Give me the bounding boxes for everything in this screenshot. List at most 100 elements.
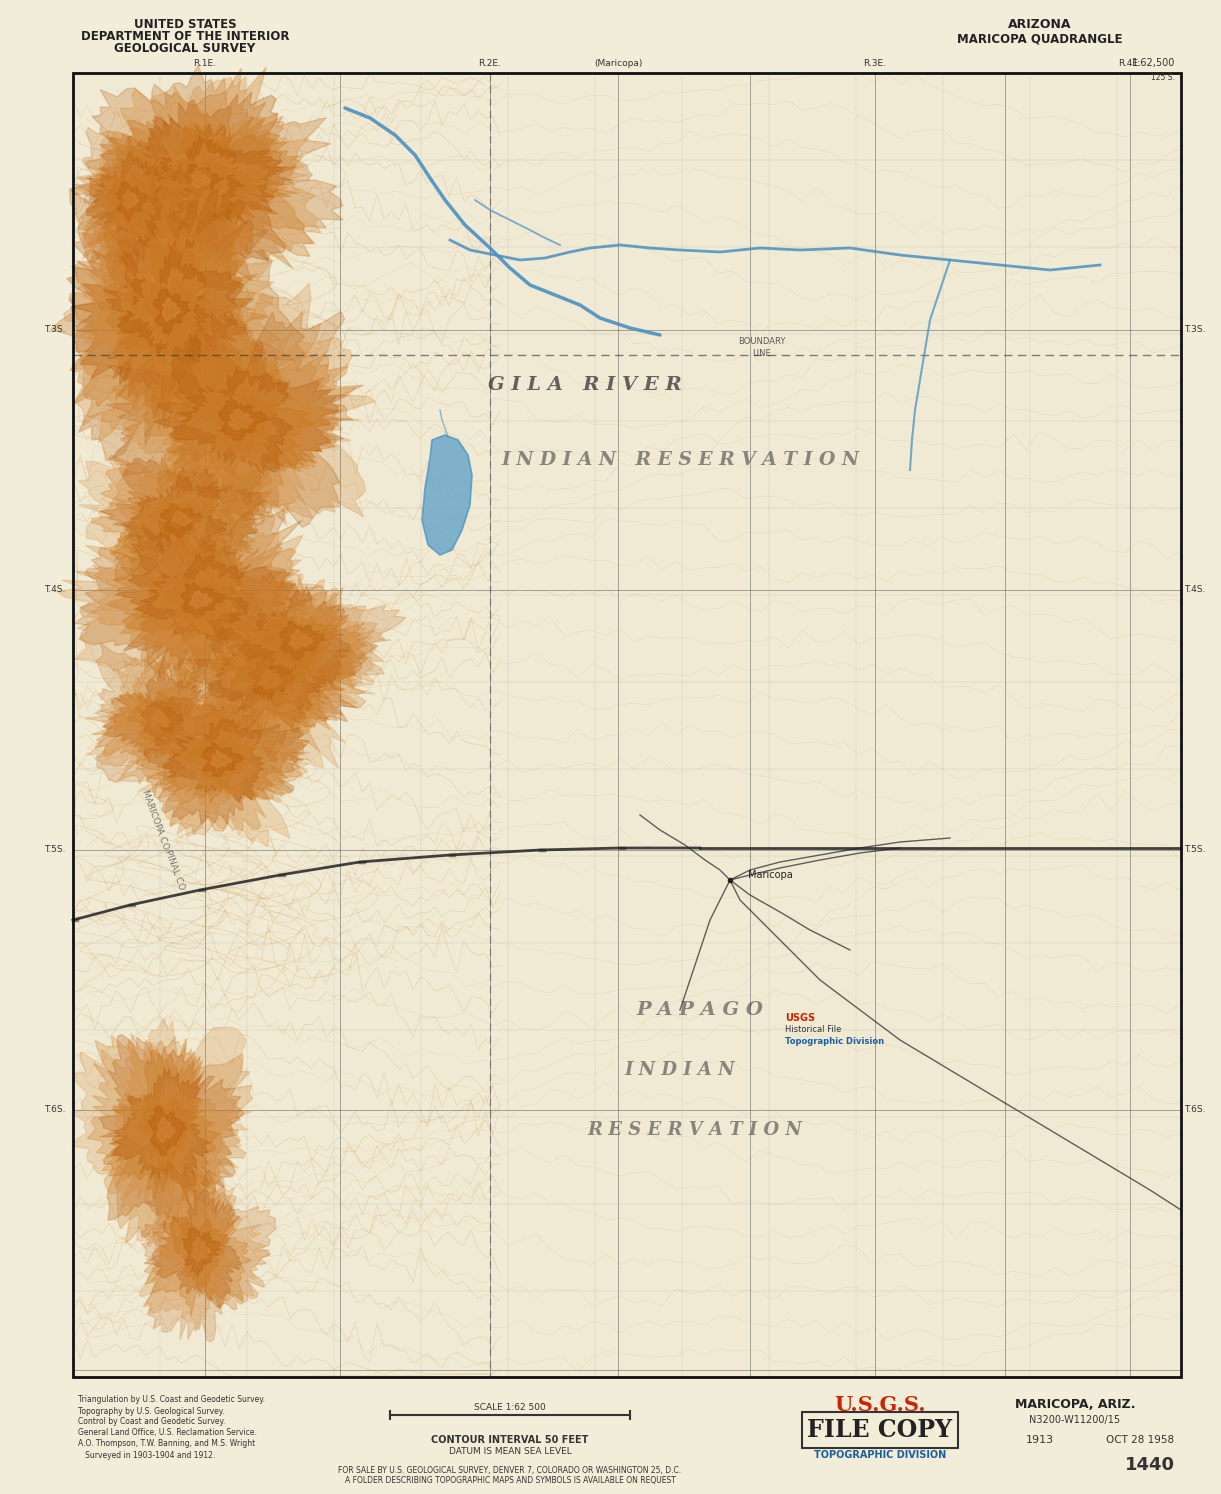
Polygon shape [87,152,162,247]
Polygon shape [244,605,346,681]
Polygon shape [422,435,473,554]
Text: R.1E.: R.1E. [193,58,216,67]
Text: FILE COPY: FILE COPY [807,1418,952,1442]
Polygon shape [107,536,300,678]
Text: Topography by U.S. Geological Survey.: Topography by U.S. Geological Survey. [78,1406,225,1415]
Polygon shape [161,341,332,489]
Polygon shape [92,447,272,592]
Polygon shape [133,117,284,244]
Polygon shape [96,164,159,241]
Polygon shape [153,566,247,641]
Polygon shape [190,170,211,188]
Polygon shape [258,669,282,690]
Polygon shape [201,390,280,454]
Bar [73,73,1181,1377]
Text: ARIZONA: ARIZONA [1009,18,1072,31]
Text: T.5S.: T.5S. [1184,846,1206,855]
Polygon shape [121,474,228,563]
Text: R.3E.: R.3E. [863,58,886,67]
Text: Maricopa: Maricopa [748,870,792,880]
Polygon shape [110,229,236,384]
Polygon shape [238,586,350,686]
Polygon shape [85,642,242,796]
Polygon shape [149,710,173,729]
Polygon shape [103,671,209,769]
Polygon shape [142,1161,276,1342]
Polygon shape [143,338,364,515]
Polygon shape [117,469,234,563]
Polygon shape [162,297,181,321]
Text: R E S E R V A T I O N: R E S E R V A T I O N [587,1120,802,1138]
Polygon shape [140,118,267,235]
Polygon shape [121,533,282,653]
Polygon shape [117,248,210,366]
Text: N3200-W11200/15: N3200-W11200/15 [1029,1415,1121,1425]
Polygon shape [87,656,242,781]
Text: USGS: USGS [785,1013,816,1023]
Polygon shape [208,630,324,728]
Polygon shape [175,729,258,798]
Text: Control by Coast and Geodetic Survey.: Control by Coast and Geodetic Survey. [78,1418,225,1427]
Polygon shape [265,616,338,672]
Polygon shape [188,737,255,787]
Polygon shape [81,133,192,255]
Polygon shape [156,142,236,215]
Polygon shape [166,350,315,475]
Polygon shape [159,1206,237,1300]
Polygon shape [221,571,386,701]
Polygon shape [115,524,295,671]
Polygon shape [67,190,254,429]
Text: GEOLOGICAL SURVEY: GEOLOGICAL SURVEY [115,42,255,55]
Polygon shape [154,288,190,335]
Polygon shape [215,572,405,711]
Polygon shape [182,1228,221,1276]
Polygon shape [201,741,244,777]
Polygon shape [98,220,248,409]
Polygon shape [100,91,297,264]
Polygon shape [73,76,321,278]
Polygon shape [68,167,267,432]
Text: FOR SALE BY U.S. GEOLOGICAL SURVEY, DENVER 7, COLORADO OR WASHINGTON 25, D.C.: FOR SALE BY U.S. GEOLOGICAL SURVEY, DENV… [338,1466,681,1475]
Polygon shape [139,1167,270,1331]
Polygon shape [104,1050,220,1203]
Polygon shape [148,1106,187,1156]
Text: 125 S.: 125 S. [1151,73,1175,82]
Text: T.6S.: T.6S. [44,1106,66,1115]
Polygon shape [127,696,193,751]
Polygon shape [128,267,203,357]
Polygon shape [153,338,348,506]
Polygon shape [74,509,311,699]
Text: TOPOGRAPHIC DIVISION: TOPOGRAPHIC DIVISION [814,1451,946,1460]
Polygon shape [162,719,264,802]
Polygon shape [171,509,193,529]
Polygon shape [101,1034,234,1216]
Polygon shape [165,575,236,630]
Polygon shape [234,656,309,711]
Polygon shape [171,160,230,208]
Polygon shape [248,659,294,701]
Polygon shape [160,503,204,539]
Polygon shape [144,696,309,825]
Polygon shape [122,190,138,209]
Text: A.O. Thompson, T.W. Banning, and M.S. Wright: A.O. Thompson, T.W. Banning, and M.S. Wr… [78,1440,255,1449]
Polygon shape [156,1116,176,1141]
Text: BOUNDARY: BOUNDARY [739,338,785,347]
Polygon shape [72,1017,253,1262]
Text: I N D I A N: I N D I A N [625,1061,735,1079]
Polygon shape [143,278,198,350]
Polygon shape [133,553,250,642]
Polygon shape [148,136,245,223]
Text: General Land Office, U.S. Reclamation Service.: General Land Office, U.S. Reclamation Se… [78,1428,256,1437]
Polygon shape [51,163,306,462]
Polygon shape [92,660,225,769]
Text: T.5S.: T.5S. [44,846,66,855]
Polygon shape [63,163,294,442]
Polygon shape [111,1068,210,1191]
Polygon shape [210,750,232,768]
Polygon shape [85,67,314,269]
Text: 1913: 1913 [1026,1436,1054,1445]
Text: LINE: LINE [752,348,772,357]
Polygon shape [140,128,256,226]
Polygon shape [109,683,200,760]
Polygon shape [144,1171,252,1316]
